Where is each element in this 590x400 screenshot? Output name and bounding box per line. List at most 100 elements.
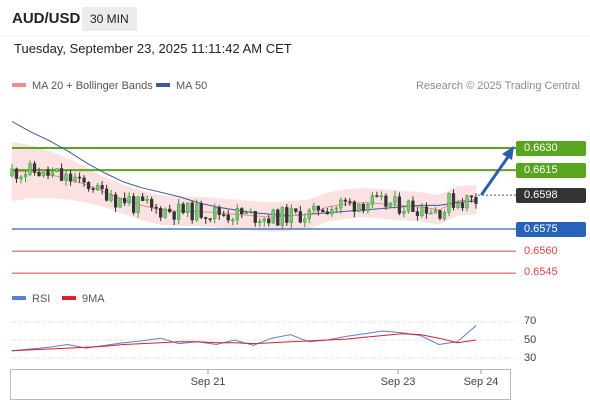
candle-body <box>393 196 397 204</box>
candle-body <box>424 206 429 214</box>
candle-body <box>303 218 307 223</box>
candle-body <box>460 202 465 209</box>
candle-body <box>37 172 41 177</box>
candle-body <box>420 206 424 216</box>
candle-body <box>384 195 388 207</box>
candle-body <box>204 217 208 219</box>
x-label-sep23: Sep 23 <box>380 376 416 388</box>
candle-body <box>82 177 86 183</box>
candle-body <box>330 209 334 215</box>
candle-body <box>438 210 442 219</box>
candle-body <box>357 203 361 212</box>
candle-body <box>127 196 131 204</box>
candle-body <box>298 211 302 223</box>
legend-rsi-label: RSI <box>32 293 51 305</box>
candle-body <box>190 202 194 221</box>
candle-body <box>379 195 384 198</box>
candle-body <box>64 173 68 181</box>
candle-body <box>55 168 59 173</box>
candle-body <box>285 207 289 223</box>
candle-body <box>456 202 460 208</box>
candle-body <box>186 202 190 213</box>
candle-body <box>294 208 298 212</box>
candle-body <box>402 211 406 214</box>
candle-body <box>118 197 122 208</box>
candle-body <box>163 208 167 218</box>
legend-ma50: MA 50 <box>156 80 207 92</box>
support-tag: 0.6575 <box>516 222 586 237</box>
candle-body <box>28 163 32 175</box>
candle-body <box>406 200 411 212</box>
candle-body <box>316 205 320 211</box>
forecast-arrow-head-icon <box>502 146 514 160</box>
candle-body <box>136 196 140 213</box>
credit-label: Research © 2025 Trading Central <box>415 80 580 92</box>
candle-body <box>77 176 82 179</box>
candle-body <box>113 194 118 208</box>
candle-body <box>321 209 325 213</box>
timeframe-tab[interactable]: 30 MIN <box>82 7 137 31</box>
candle-body <box>240 208 244 215</box>
candle-body <box>131 196 136 213</box>
candle-body <box>244 212 248 215</box>
candle-body <box>433 210 438 214</box>
candle-body <box>217 207 221 215</box>
candle-body <box>253 211 257 223</box>
candle-body <box>213 207 217 219</box>
candle-body <box>375 195 379 197</box>
candle-body <box>145 198 149 201</box>
candle-body <box>10 168 14 177</box>
candle-body <box>307 209 311 220</box>
candle-body <box>14 168 19 179</box>
candle-body <box>46 169 50 176</box>
candle-body <box>271 209 275 224</box>
candle-body <box>325 211 329 215</box>
candle-body <box>415 211 420 216</box>
candle-body <box>397 196 402 214</box>
ma50-swatch-icon <box>156 83 170 88</box>
candle-body <box>140 196 145 201</box>
candle-body <box>411 200 415 212</box>
candle-body <box>361 203 366 211</box>
candle-body <box>109 194 113 201</box>
datetime-label: Tuesday, September 23, 2025 11:11:42 AM … <box>14 41 292 56</box>
resistance-tag-1: 0.6630 <box>516 141 586 156</box>
candle-body <box>41 169 46 177</box>
candle-body <box>50 171 55 176</box>
candle-body <box>32 163 37 173</box>
candle-body <box>168 208 172 213</box>
candle-body <box>235 208 239 221</box>
candle-body <box>366 204 370 211</box>
candle-body <box>289 208 293 223</box>
candle-body <box>86 182 91 189</box>
candle-body <box>222 214 226 216</box>
legend-ma20-label: MA 20 + Bollinger Bands <box>32 80 153 92</box>
candle-body <box>68 173 73 182</box>
candle-body <box>104 188 109 201</box>
candle-body <box>388 202 393 207</box>
legend-rsi-ma-item: 9MA <box>62 293 105 305</box>
resistance-tag-2: 0.6615 <box>516 163 586 178</box>
candle-body <box>91 188 95 190</box>
candle-body <box>352 201 357 212</box>
candle-body <box>159 207 163 218</box>
candle-body <box>280 207 284 226</box>
candle-body <box>226 214 230 221</box>
x-label-sep24: Sep 24 <box>463 376 499 388</box>
candle-body <box>195 203 199 221</box>
candle-body <box>465 195 469 209</box>
candle-body <box>339 199 343 209</box>
candle-body <box>177 203 181 220</box>
x-label-sep21: Sep 21 <box>190 376 226 388</box>
candle-body <box>343 199 348 202</box>
forecast-arrow-shaft <box>480 155 510 196</box>
support-minor-label-1: 0.6560 <box>524 245 558 257</box>
candle-body <box>312 205 316 211</box>
candle-body <box>442 212 447 219</box>
candle-body <box>276 209 280 226</box>
candle-body <box>95 185 100 190</box>
rsi-level-30: 30 <box>524 352 537 364</box>
support-minor-label-2: 0.6545 <box>524 266 558 278</box>
rsi-level-50: 50 <box>524 334 537 346</box>
